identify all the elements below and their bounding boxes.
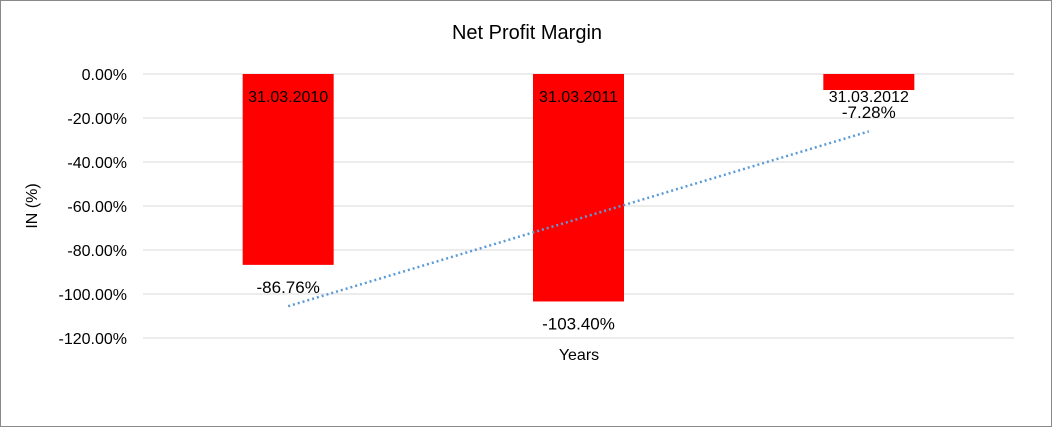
y-tick-label: -120.00% xyxy=(59,331,128,348)
data-label: -103.40% xyxy=(542,314,615,333)
y-axis-ticks: 0.00% -20.00% -40.00% -60.00% -80.00% -100.00… xyxy=(59,67,128,348)
y-tick-label: -60.00% xyxy=(67,199,127,216)
category-label: 31.03.2010 xyxy=(248,89,328,106)
y-tick-label: -100.00% xyxy=(59,287,128,304)
category-label: 31.03.2011 xyxy=(539,89,618,106)
data-label: -7.28% xyxy=(842,103,896,122)
bars xyxy=(242,74,915,302)
y-tick-label: -40.00% xyxy=(67,155,127,172)
category-label: 31.03.2012 xyxy=(829,89,909,106)
trendline xyxy=(287,130,870,308)
trendline-layer xyxy=(287,130,870,308)
data-label: -86.76% xyxy=(257,278,320,297)
bar xyxy=(533,74,624,302)
bar xyxy=(242,74,334,265)
x-axis-title: Years xyxy=(559,347,599,364)
bar xyxy=(823,74,915,91)
chart-title: Net Profit Margin xyxy=(452,22,602,44)
y-tick-label: 0.00% xyxy=(82,67,127,84)
labels: 31.03.2010 -86.76% 31.03.2011 -103.40% 31.03… xyxy=(248,89,909,333)
y-tick-label: -80.00% xyxy=(67,243,127,260)
y-tick-label: -20.00% xyxy=(67,111,127,128)
y-axis-title: IN (%) xyxy=(24,183,41,228)
